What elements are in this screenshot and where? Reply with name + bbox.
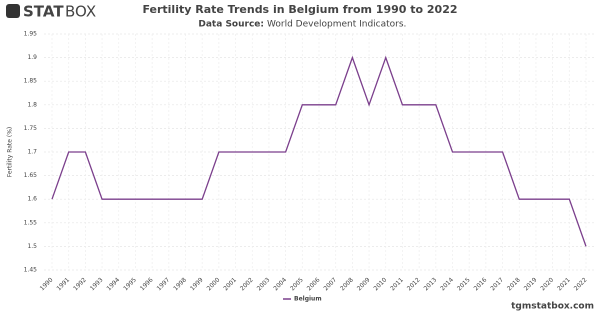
y-tick-label: 1.45 bbox=[24, 267, 38, 274]
x-tick-label: 1995 bbox=[122, 276, 138, 292]
legend-label: Belgium bbox=[294, 296, 322, 303]
data-line bbox=[51, 55, 587, 247]
logo-icon bbox=[6, 4, 20, 18]
x-tick-label: 2003 bbox=[256, 276, 272, 292]
x-tick-label: 2008 bbox=[339, 276, 355, 292]
x-tick-label: 2021 bbox=[556, 276, 572, 292]
x-tick-label: 1993 bbox=[89, 276, 105, 292]
y-tick-label: 1.9 bbox=[27, 54, 37, 61]
x-tick-label: 1999 bbox=[189, 276, 205, 292]
logo-bold: STAT bbox=[23, 3, 64, 21]
y-tick-label: 1.5 bbox=[27, 243, 37, 250]
x-tick-label: 1990 bbox=[39, 276, 55, 292]
x-tick-label: 1994 bbox=[105, 276, 121, 292]
x-tick-label: 2017 bbox=[489, 276, 505, 292]
x-tick-label: 2012 bbox=[406, 276, 422, 292]
x-tick-label: 2019 bbox=[523, 276, 539, 292]
y-tick-label: 1.75 bbox=[24, 125, 38, 132]
y-tick-label: 1.8 bbox=[27, 101, 37, 108]
x-tick-label: 2011 bbox=[389, 276, 405, 292]
y-tick-label: 1.85 bbox=[24, 78, 38, 85]
y-tick-label: 1.6 bbox=[27, 196, 37, 203]
x-tick-label: 2006 bbox=[306, 276, 322, 292]
x-tick-label: 1998 bbox=[172, 276, 188, 292]
x-tick-label: 2005 bbox=[289, 276, 305, 292]
x-tick-label: 2016 bbox=[473, 276, 489, 292]
x-tick-label: 1996 bbox=[139, 276, 155, 292]
source: World Development Indicators. bbox=[267, 20, 406, 30]
x-tick-label: 1997 bbox=[156, 276, 172, 292]
footer-site: tgmstatbox.com bbox=[511, 302, 594, 312]
legend: Belgium bbox=[283, 296, 322, 303]
x-tick-label: 2001 bbox=[222, 276, 238, 292]
y-tick-label: 1.7 bbox=[27, 149, 37, 156]
y-tick-label: 1.65 bbox=[24, 172, 38, 179]
y-axis-label: Fertility Rate (%) bbox=[7, 127, 14, 178]
chart-title: Fertility Rate Trends in Belgium from 19… bbox=[142, 3, 457, 16]
logo-light: BOX bbox=[65, 3, 96, 21]
x-tick-label: 2013 bbox=[423, 276, 439, 292]
x-tick-label: 2004 bbox=[272, 276, 288, 292]
x-tick-label: 2002 bbox=[239, 276, 255, 292]
x-tick-label: 2000 bbox=[206, 276, 222, 292]
y-tick-label: 1.55 bbox=[24, 219, 38, 226]
x-tick-label: 2010 bbox=[372, 276, 388, 292]
x-tick-label: 2014 bbox=[439, 276, 455, 292]
x-tick-label: 2020 bbox=[539, 276, 555, 292]
x-tick-label: 2009 bbox=[356, 276, 372, 292]
x-tick-label: 1992 bbox=[72, 276, 88, 292]
x-tick-label: 2015 bbox=[456, 276, 472, 292]
y-tick-label: 1.95 bbox=[24, 31, 38, 38]
logo: STAT BOX bbox=[6, 3, 96, 21]
x-tick-label: 2007 bbox=[322, 276, 338, 292]
x-tick-label: 2022 bbox=[573, 276, 589, 292]
x-tick-label: 1991 bbox=[55, 276, 71, 292]
source-label: Data Source: bbox=[198, 20, 264, 30]
x-tick-label: 2018 bbox=[506, 276, 522, 292]
